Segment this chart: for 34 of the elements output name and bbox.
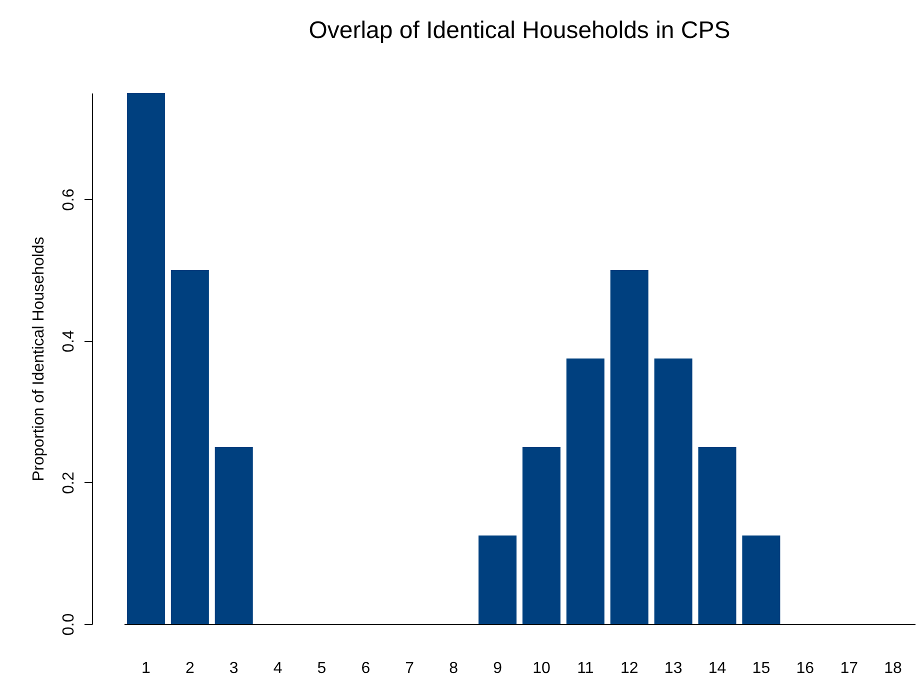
x-tick-label: 6 — [361, 660, 370, 677]
bar — [214, 447, 253, 624]
y-axis-title: Proportion of Identical Households — [30, 236, 48, 482]
x-tick-label: 2 — [185, 660, 194, 677]
x-tick-label: 4 — [273, 660, 282, 677]
x-tick-label: 1 — [142, 660, 151, 677]
x-tick-label: 10 — [532, 660, 550, 677]
x-tick-label: 5 — [317, 660, 326, 677]
bar — [654, 358, 692, 624]
x-tick-label: 13 — [664, 660, 682, 677]
x-tick-label: 7 — [405, 660, 414, 677]
chart-title: Overlap of Identical Households in CPS — [308, 17, 730, 44]
x-tick-label: 15 — [752, 660, 770, 677]
x-tick-label: 16 — [796, 660, 814, 677]
x-tick-label: 12 — [620, 660, 638, 677]
x-tick-label: 3 — [229, 660, 238, 677]
bar — [170, 270, 209, 624]
bar — [566, 358, 604, 624]
bar — [522, 447, 560, 624]
y-tick-label: 0.4 — [60, 330, 78, 352]
x-tick-label: 17 — [840, 660, 858, 677]
bar — [478, 536, 517, 624]
x-tick-label: 14 — [708, 660, 726, 677]
y-tick-label: 0.2 — [60, 472, 78, 494]
x-tick-label: 18 — [884, 660, 902, 677]
x-tick-label: 9 — [493, 660, 502, 677]
bar — [610, 270, 648, 624]
bar — [698, 447, 736, 624]
x-tick-label: 8 — [449, 660, 458, 677]
bar — [742, 536, 780, 624]
bar — [126, 93, 165, 624]
x-tick-label: 11 — [577, 660, 594, 677]
y-tick-label: 0.0 — [60, 613, 78, 636]
y-tick-label: 0.6 — [60, 188, 78, 211]
